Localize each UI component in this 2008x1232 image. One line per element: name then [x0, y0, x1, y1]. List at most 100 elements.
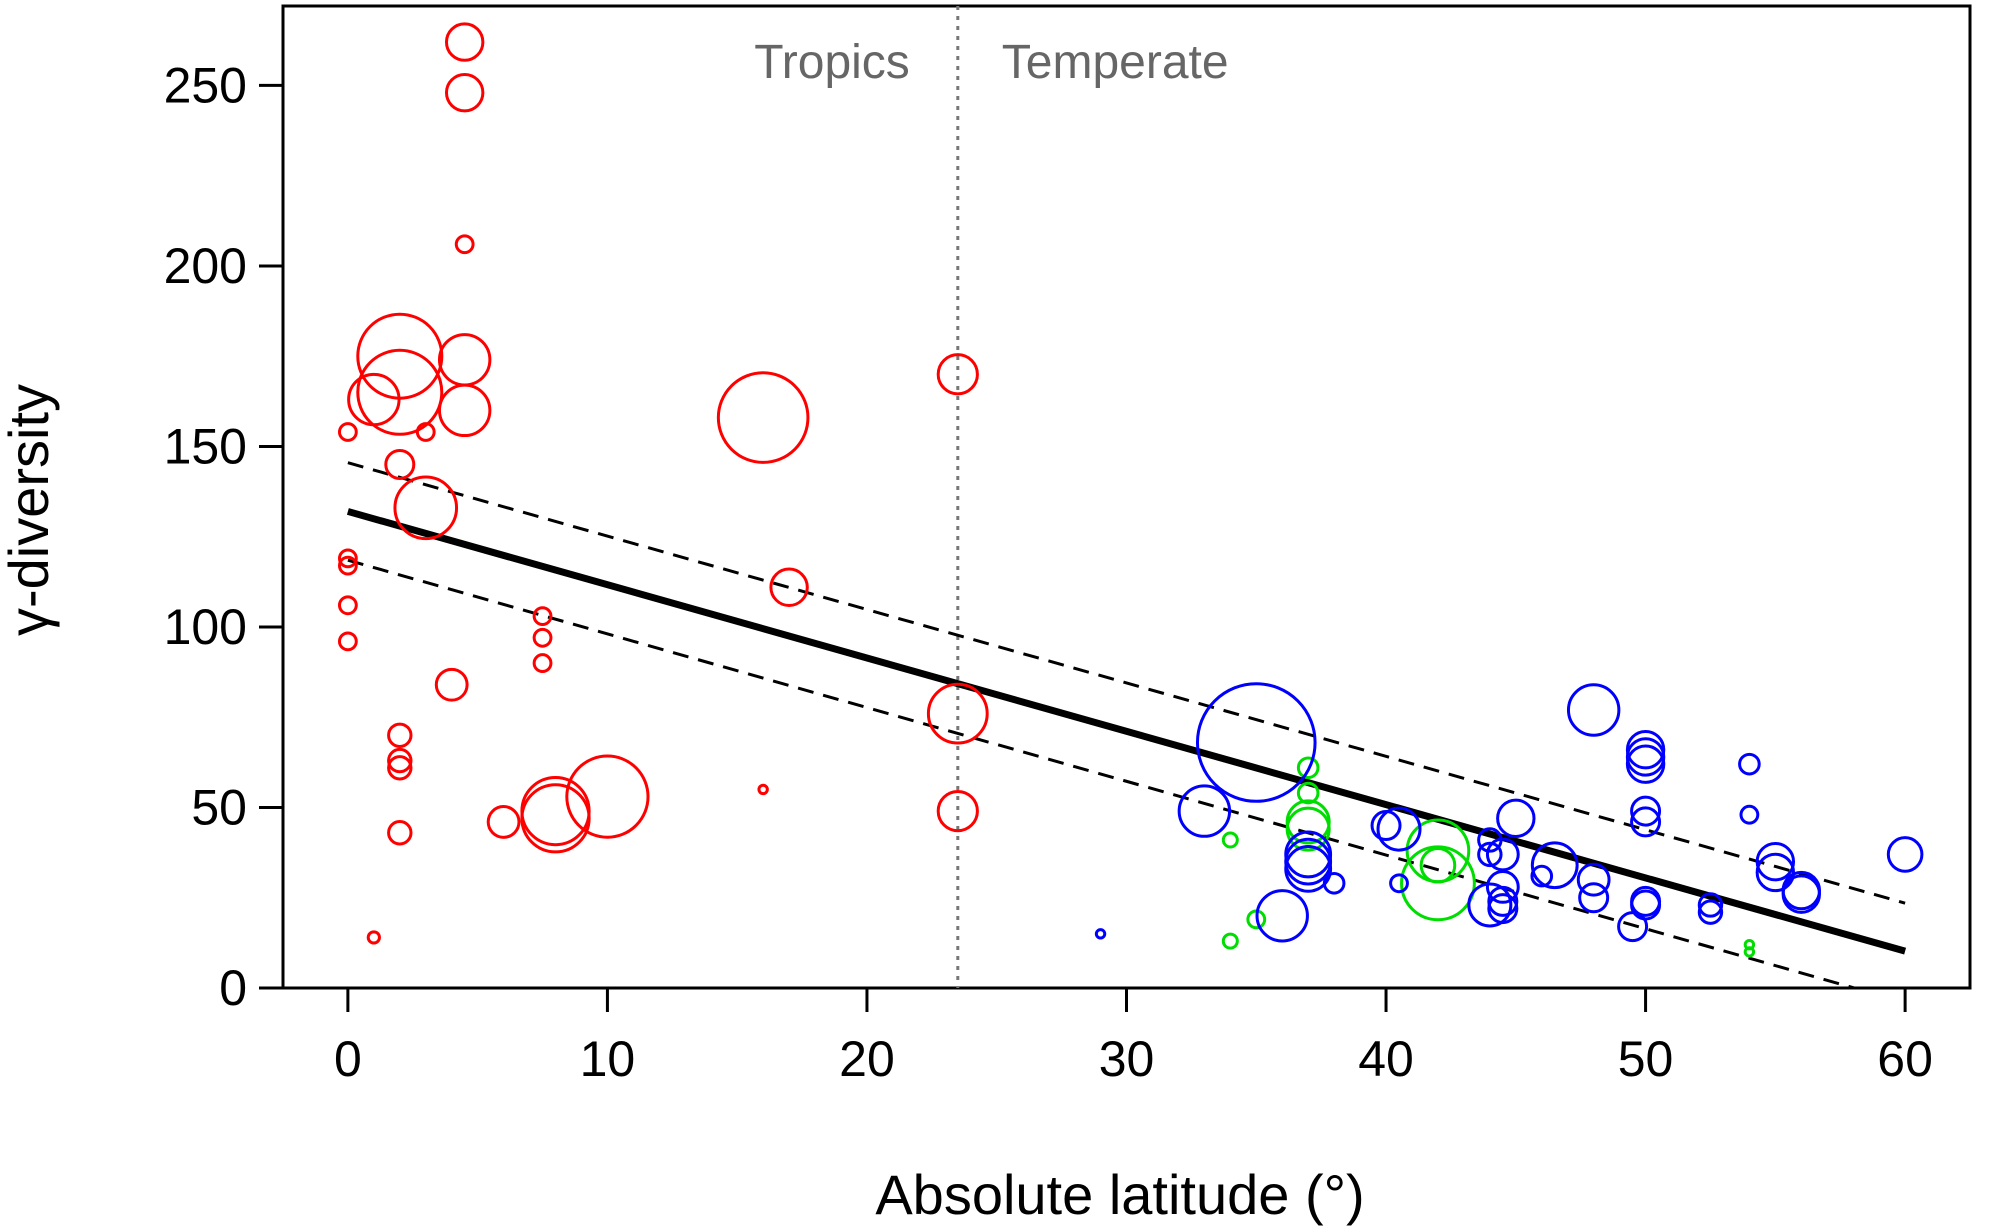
region-label-temperate: Temperate — [1002, 36, 1229, 89]
data-point — [1886, 836, 1924, 873]
confidence-upper-line — [347, 461, 1906, 905]
data-point — [387, 755, 413, 781]
data-point — [1485, 837, 1520, 872]
data-point — [337, 555, 358, 576]
x-axis-title: Absolute latitude (°) — [875, 1163, 1364, 1226]
data-point — [1625, 744, 1666, 784]
data-point — [454, 234, 475, 255]
data-point — [434, 667, 469, 702]
data-point — [1781, 874, 1822, 914]
x-tick-label: 20 — [839, 1031, 895, 1087]
data-point — [769, 567, 809, 607]
data-point — [1738, 752, 1761, 776]
y-tick-label: 150 — [164, 418, 247, 474]
data-point — [1485, 870, 1520, 904]
y-tick-label: 100 — [164, 599, 247, 655]
data-point — [1496, 798, 1536, 839]
data-point — [337, 548, 358, 569]
data-point — [393, 475, 459, 541]
data-point — [415, 422, 436, 442]
data-point — [1697, 899, 1724, 925]
data-point — [1255, 889, 1309, 943]
data-point — [532, 653, 553, 673]
data-point — [347, 372, 401, 427]
data-point — [387, 747, 413, 774]
data-point — [337, 595, 358, 616]
data-point — [1739, 804, 1760, 825]
data-point — [1296, 756, 1320, 780]
data-point — [1221, 831, 1239, 849]
x-tick-label: 50 — [1618, 1031, 1674, 1087]
data-point — [1376, 806, 1422, 852]
data-point — [1487, 893, 1519, 925]
data-point — [936, 789, 979, 833]
data-point — [1566, 683, 1621, 737]
data-point — [936, 353, 979, 396]
x-tick-label: 40 — [1358, 1031, 1414, 1087]
data-point — [532, 627, 553, 648]
data-point — [1630, 795, 1662, 827]
data-point — [1221, 932, 1239, 950]
x-tick-label: 30 — [1099, 1031, 1155, 1087]
data-point — [356, 348, 444, 436]
regression-line — [346, 508, 1907, 955]
data-point — [1530, 864, 1554, 888]
plot-frame — [281, 4, 1972, 990]
data-point — [337, 422, 358, 442]
y-tick-label: 0 — [219, 960, 247, 1016]
data-point — [1617, 911, 1649, 943]
data-point — [1400, 845, 1476, 922]
data-point — [356, 312, 444, 400]
data-point — [1630, 889, 1662, 921]
data-point — [1284, 844, 1333, 893]
data-point — [1697, 892, 1724, 918]
data-point — [1177, 784, 1232, 838]
data-point — [437, 383, 492, 438]
data-point — [387, 820, 413, 846]
y-tick-label: 50 — [191, 779, 247, 835]
data-point — [444, 22, 485, 62]
data-point — [1755, 841, 1796, 882]
data-point — [444, 72, 485, 113]
data-point — [387, 722, 413, 748]
data-point — [1467, 882, 1513, 928]
data-point — [1094, 928, 1107, 940]
data-point — [1576, 862, 1611, 897]
y-axis-title: γ-diversity — [0, 384, 60, 636]
data-point — [1625, 737, 1666, 777]
y-tick-label: 200 — [164, 238, 247, 294]
data-point — [1630, 806, 1662, 838]
data-point — [1405, 818, 1471, 884]
data-point — [1477, 841, 1503, 868]
region-label-tropics: Tropics — [754, 36, 910, 89]
data-point — [532, 606, 553, 627]
data-point — [486, 805, 521, 839]
confidence-lower-line — [347, 558, 1860, 988]
data-point — [366, 930, 381, 945]
data-point — [520, 775, 591, 847]
data-point — [1419, 846, 1457, 884]
data-point — [1285, 806, 1331, 852]
data-point — [757, 783, 769, 796]
x-tick-label: 10 — [580, 1031, 636, 1087]
data-point — [926, 682, 989, 745]
data-point — [520, 783, 591, 854]
y-tick-label: 250 — [164, 57, 247, 113]
data-point — [1322, 872, 1346, 895]
data-point — [716, 371, 810, 464]
data-point — [565, 754, 650, 839]
x-tick-label: 0 — [334, 1031, 362, 1087]
data-point — [384, 449, 416, 481]
data-point — [1370, 810, 1402, 842]
data-point — [1296, 781, 1320, 805]
data-point — [337, 631, 358, 652]
data-point — [1743, 946, 1756, 958]
data-point — [1530, 841, 1579, 890]
data-point — [1578, 882, 1610, 914]
x-tick-label: 60 — [1877, 1031, 1933, 1087]
data-point — [1389, 873, 1409, 894]
data-point — [437, 333, 492, 387]
data-point — [1781, 870, 1822, 911]
data-point — [1195, 682, 1317, 803]
